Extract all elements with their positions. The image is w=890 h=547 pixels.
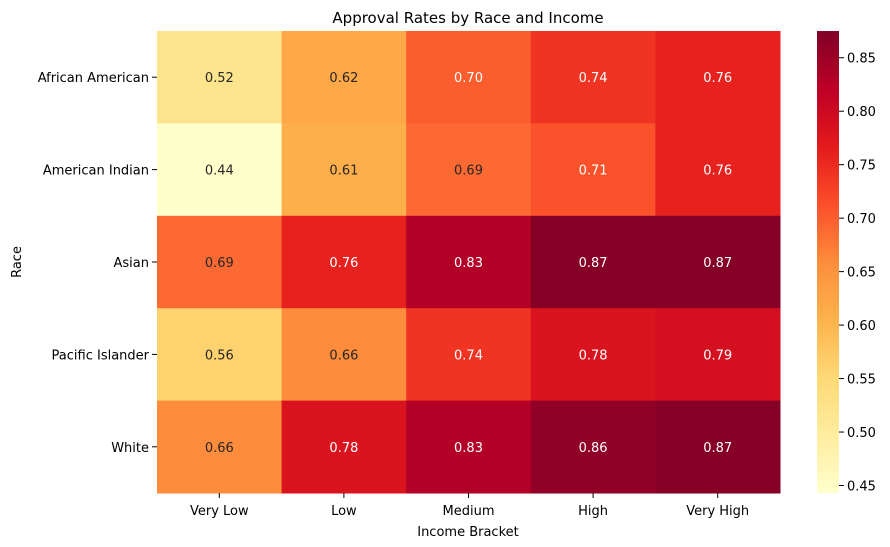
y-axis-label: Race bbox=[10, 246, 25, 278]
heatmap-cell bbox=[281, 123, 407, 217]
heatmap-cell bbox=[281, 31, 407, 124]
y-tick-label: Pacific Islander bbox=[52, 348, 150, 363]
heatmap-cell bbox=[530, 31, 656, 124]
colorbar-tick-label: 0.85 bbox=[847, 52, 876, 67]
cell-value-label: 0.87 bbox=[703, 441, 732, 456]
cell-value-label: 0.78 bbox=[329, 441, 358, 456]
cell-value-labels: 0.52 0.62 0.70 0.74 0.76 0.44 0.61 0.69 0.71 0.76… bbox=[205, 71, 732, 456]
cell-value-label: 0.69 bbox=[454, 164, 483, 179]
heatmap-cell bbox=[655, 215, 781, 309]
cell-value-label: 0.87 bbox=[703, 256, 732, 271]
heatmap-cell bbox=[530, 308, 656, 402]
x-tick-label: High bbox=[578, 504, 608, 519]
y-tick-label: African American bbox=[38, 71, 149, 86]
cell-value-label: 0.44 bbox=[205, 164, 234, 179]
heatmap-cell bbox=[406, 215, 532, 309]
cell-value-label: 0.70 bbox=[454, 71, 483, 86]
heatmap-cell bbox=[406, 400, 532, 494]
colorbar-tick-label: 0.75 bbox=[847, 159, 876, 174]
cell-value-label: 0.61 bbox=[329, 164, 358, 179]
heatmap-cell bbox=[530, 123, 656, 217]
x-tick-label: Medium bbox=[443, 504, 495, 519]
heatmap-cell bbox=[406, 308, 532, 402]
x-tick-label: Low bbox=[331, 504, 357, 519]
cell-value-label: 0.74 bbox=[579, 71, 608, 86]
heatmap-cell bbox=[530, 400, 656, 494]
y-tick-label: White bbox=[111, 441, 149, 456]
heatmap-cell bbox=[281, 400, 407, 494]
heatmap-cell bbox=[655, 308, 781, 402]
colorbar-tick-label: 0.70 bbox=[847, 212, 876, 227]
cell-value-label: 0.76 bbox=[703, 71, 732, 86]
cell-value-label: 0.52 bbox=[205, 71, 234, 86]
x-axis-label: Income Bracket bbox=[417, 525, 519, 540]
cell-value-label: 0.87 bbox=[579, 256, 608, 271]
colorbar-gradient bbox=[817, 31, 839, 493]
x-axis-ticks: Very Low Low Medium High Very High bbox=[190, 493, 749, 519]
colorbar-tick-label: 0.60 bbox=[847, 319, 876, 334]
colorbar-tick-label: 0.80 bbox=[847, 105, 876, 120]
y-tick-label: American Indian bbox=[43, 164, 149, 179]
colorbar: 0.45 0.50 0.55 0.60 0.65 0.70 0.75 0.80 0.85 bbox=[817, 31, 876, 495]
cell-value-label: 0.56 bbox=[205, 348, 234, 363]
colorbar-tick-label: 0.45 bbox=[847, 480, 876, 495]
cell-value-label: 0.74 bbox=[454, 348, 483, 363]
heatmap-cell bbox=[530, 215, 656, 309]
heatmap-cell bbox=[157, 123, 283, 217]
cell-value-label: 0.83 bbox=[454, 256, 483, 271]
heatmap-cell bbox=[655, 31, 781, 124]
heatmap-cell bbox=[157, 308, 283, 402]
x-tick-label: Very High bbox=[686, 504, 749, 519]
cell-value-label: 0.86 bbox=[579, 441, 608, 456]
heatmap-cell bbox=[157, 400, 283, 494]
heatmap-cell bbox=[406, 31, 532, 124]
heatmap-cell bbox=[281, 215, 407, 309]
colorbar-tick-label: 0.55 bbox=[847, 373, 876, 388]
cell-value-label: 0.62 bbox=[329, 71, 358, 86]
heatmap-cell bbox=[281, 308, 407, 402]
cell-value-label: 0.71 bbox=[579, 164, 608, 179]
colorbar-tick-label: 0.65 bbox=[847, 266, 876, 281]
colorbar-ticks: 0.45 0.50 0.55 0.60 0.65 0.70 0.75 0.80 0.85 bbox=[839, 52, 876, 495]
heatmap-cell bbox=[655, 400, 781, 494]
cell-value-label: 0.69 bbox=[205, 256, 234, 271]
cell-value-label: 0.76 bbox=[329, 256, 358, 271]
cell-value-label: 0.83 bbox=[454, 441, 483, 456]
heatmap-cell bbox=[655, 123, 781, 217]
colorbar-tick-label: 0.50 bbox=[847, 426, 876, 441]
cell-value-label: 0.79 bbox=[703, 348, 732, 363]
cell-value-label: 0.78 bbox=[579, 348, 608, 363]
y-axis-ticks: African American American Indian Asian Paci… bbox=[38, 71, 157, 456]
cell-value-label: 0.76 bbox=[703, 164, 732, 179]
cell-value-label: 0.66 bbox=[329, 348, 358, 363]
heatmap-cell bbox=[406, 123, 532, 217]
chart-title: Approval Rates by Race and Income bbox=[332, 9, 603, 27]
heatmap-cell bbox=[157, 31, 283, 124]
x-tick-label: Very Low bbox=[190, 504, 249, 519]
y-tick-label: Asian bbox=[114, 256, 149, 271]
heatmap-cell bbox=[157, 215, 283, 309]
heatmap-cells bbox=[157, 31, 781, 494]
cell-value-label: 0.66 bbox=[205, 441, 234, 456]
